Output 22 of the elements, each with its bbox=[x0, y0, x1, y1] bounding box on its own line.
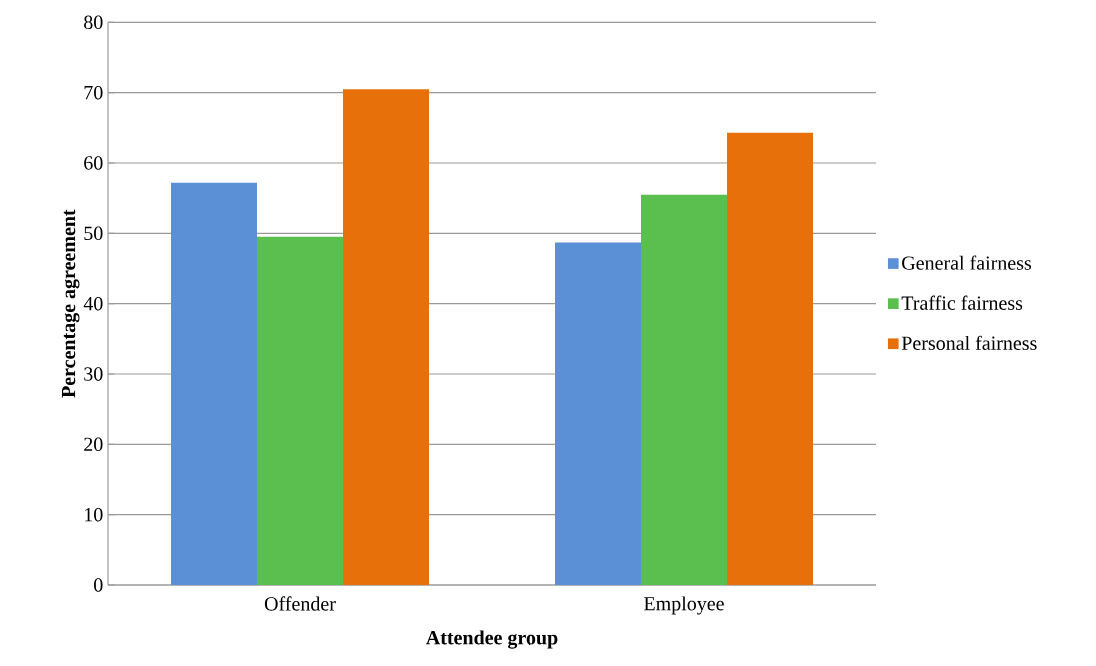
bar bbox=[257, 236, 344, 585]
x-axis-title: Attendee group bbox=[425, 630, 558, 649]
bar bbox=[171, 182, 258, 585]
y-tick-label: 20 bbox=[84, 437, 103, 452]
y-tick-label: 80 bbox=[84, 15, 103, 30]
legend-label: General fairness bbox=[902, 255, 1032, 270]
bar bbox=[555, 242, 641, 585]
y-tick-label: 40 bbox=[83, 296, 103, 311]
x-tick-label: Employee bbox=[644, 596, 724, 615]
legend-label: Traffic fairness bbox=[901, 295, 1023, 310]
y-tick-label: 60 bbox=[84, 156, 103, 170]
y-tick-label: 30 bbox=[84, 367, 103, 381]
bar bbox=[343, 89, 430, 585]
bar bbox=[641, 194, 727, 585]
y-axis-title: Percentage agreement bbox=[61, 209, 80, 398]
legend-label: Personal fairness bbox=[901, 335, 1037, 350]
y-tick-label: 0 bbox=[94, 578, 103, 592]
y-tick-label: 70 bbox=[84, 85, 103, 100]
bar bbox=[727, 132, 813, 585]
x-tick-label: Offender bbox=[264, 596, 336, 611]
y-tick-label: 10 bbox=[85, 507, 103, 522]
y-tick-label: 50 bbox=[84, 226, 103, 241]
